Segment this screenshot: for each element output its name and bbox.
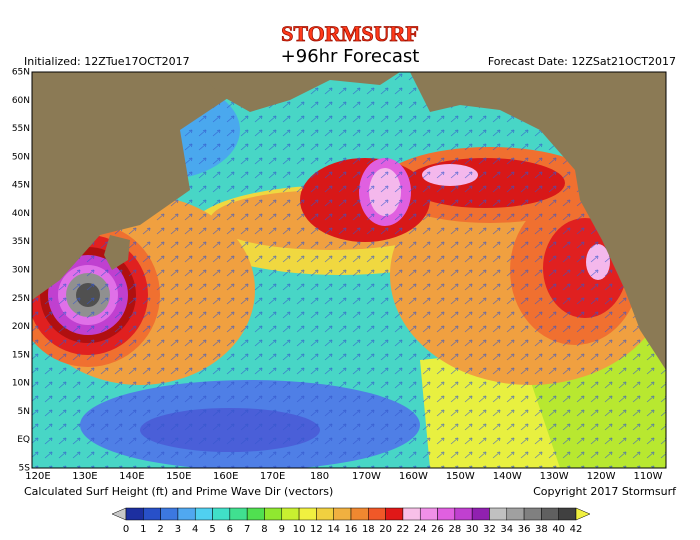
legend-label: 18	[362, 524, 375, 535]
legend-swatch	[471, 507, 490, 521]
legend-label: 16	[345, 524, 358, 535]
legend-swatch	[506, 507, 525, 521]
color-legend: 0 1 2 3 4 5 6 7 8 9 10 12 14 16 18 20 22 24 26 28 30 32 34 36 38…	[111, 507, 591, 535]
legend-label: 28	[448, 524, 461, 535]
legend-label: 6	[227, 524, 233, 535]
legend-swatch	[368, 507, 386, 521]
lat-label: 5S	[19, 464, 31, 474]
lat-label: 5N	[18, 407, 30, 417]
forecast-date-label: Forecast Date: 12ZSat21OCT2017	[488, 55, 676, 68]
lat-label: 55N	[12, 124, 30, 134]
legend-label: 20	[379, 524, 392, 535]
legend-swatch	[212, 507, 231, 521]
lon-label: 160E	[213, 471, 238, 482]
legend-swatch	[523, 507, 542, 521]
lon-label: 170W	[352, 471, 381, 482]
legend-label: 26	[431, 524, 444, 535]
lon-label: 150E	[166, 471, 191, 482]
legend-label: 2	[157, 524, 163, 535]
legend-label: 10	[293, 524, 306, 535]
legend-swatch	[385, 507, 404, 521]
map-frame	[31, 71, 667, 469]
logo: STORMSURF	[281, 21, 419, 46]
legend-label: 1	[140, 524, 146, 535]
legend-label: 5	[209, 524, 215, 535]
legend-swatch	[489, 507, 508, 521]
lon-label: 160W	[399, 471, 428, 482]
legend-swatch	[125, 507, 144, 521]
forecast-title: +96hr Forecast	[281, 46, 420, 67]
lon-label: 110W	[634, 471, 663, 482]
lat-label: 25N	[12, 294, 30, 304]
legend-label: 32	[483, 524, 496, 535]
legend-label: 30	[466, 524, 479, 535]
legend-label: 34	[500, 524, 513, 535]
legend-arrow	[111, 507, 127, 521]
legend-label: 36	[518, 524, 531, 535]
legend-label: 0	[123, 524, 129, 535]
legend-swatch	[316, 507, 334, 521]
legend-label: 12	[310, 524, 323, 535]
initialized-label: Initialized: 12ZTue17OCT2017	[24, 55, 190, 68]
lon-label: 120W	[587, 471, 616, 482]
legend-label: 14	[327, 524, 340, 535]
legend-swatch	[350, 507, 369, 521]
legend-label: 38	[535, 524, 548, 535]
legend-swatch	[402, 507, 421, 521]
legend-label: 42	[570, 524, 583, 535]
lon-label: 170E	[260, 471, 285, 482]
legend-swatch	[437, 507, 456, 521]
legend-swatch	[281, 507, 300, 521]
legend-swatch	[143, 507, 161, 521]
lat-label: 40N	[12, 209, 30, 219]
legend-swatch	[177, 507, 196, 521]
copyright: Copyright 2017 Stormsurf	[533, 485, 677, 498]
legend-swatch	[419, 507, 438, 521]
lon-label: 130E	[72, 471, 97, 482]
map-field	[32, 72, 666, 468]
lat-label: 50N	[12, 152, 30, 162]
legend-swatch	[454, 507, 473, 521]
legend-swatch	[541, 507, 559, 521]
lat-label: 45N	[12, 181, 30, 191]
lat-label: 65N	[12, 68, 30, 78]
lat-label: 35N	[12, 237, 30, 247]
lat-label: 60N	[12, 96, 30, 106]
legend-label: 22	[397, 524, 410, 535]
legend-swatch	[333, 507, 352, 521]
legend-label: 7	[244, 524, 250, 535]
caption: Calculated Surf Height (ft) and Prime Wa…	[24, 485, 333, 498]
lon-label: 150W	[446, 471, 475, 482]
lat-label: 30N	[12, 266, 30, 276]
legend-label: 8	[261, 524, 267, 535]
legend-swatch	[160, 507, 179, 521]
legend-label: 24	[414, 524, 427, 535]
lon-label: 130W	[540, 471, 569, 482]
lon-label: 140W	[493, 471, 522, 482]
lat-label: 15N	[12, 350, 30, 360]
legend-swatch	[558, 507, 577, 521]
legend-label: 40	[552, 524, 565, 535]
lat-label: 10N	[12, 379, 30, 389]
lat-label: 20N	[12, 322, 30, 332]
legend-swatch	[229, 507, 248, 521]
legend-arrow	[575, 507, 591, 521]
legend-swatch	[298, 507, 317, 521]
legend-label: 4	[192, 524, 198, 535]
legend-label: 9	[279, 524, 285, 535]
legend-swatch	[194, 507, 213, 521]
legend-swatch	[246, 507, 265, 521]
legend-swatch	[264, 507, 283, 521]
lon-label: 120E	[25, 471, 50, 482]
lon-label: 140E	[119, 471, 144, 482]
legend-label: 3	[175, 524, 181, 535]
lon-label: 180	[310, 471, 329, 482]
lat-label: EQ	[17, 435, 30, 445]
